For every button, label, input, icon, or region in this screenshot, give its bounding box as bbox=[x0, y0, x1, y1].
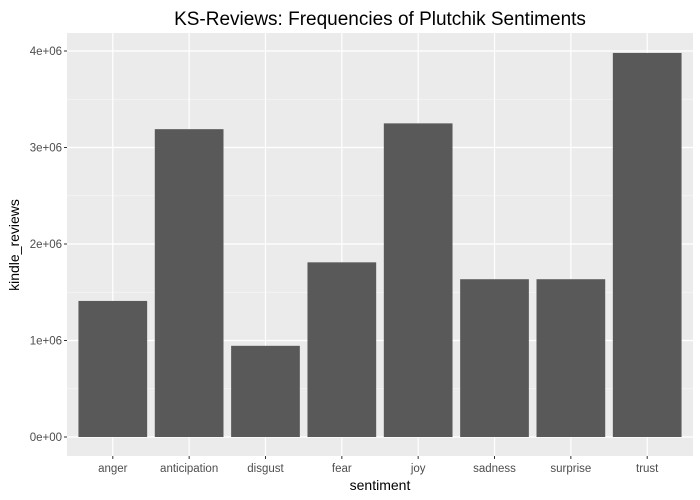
chart-title: KS-Reviews: Frequencies of Plutchik Sent… bbox=[174, 9, 586, 30]
bar-trust bbox=[612, 52, 682, 438]
bar-surprise bbox=[536, 279, 606, 437]
bar-joy bbox=[383, 123, 453, 437]
bars bbox=[78, 52, 682, 438]
bar-disgust bbox=[231, 345, 300, 437]
y-tick-label: 2e+06 bbox=[30, 239, 62, 251]
x-tick-label-sadness: sadness bbox=[473, 463, 516, 475]
x-tick-label-anticipation: anticipation bbox=[160, 463, 218, 475]
bar-anticipation bbox=[154, 129, 224, 438]
y-tick-label: 4e+06 bbox=[30, 46, 62, 58]
bar-sadness bbox=[460, 279, 529, 437]
x-tick-label-joy: joy bbox=[410, 463, 426, 475]
x-tick-label-surprise: surprise bbox=[550, 463, 591, 475]
x-tick-label-fear: fear bbox=[332, 463, 352, 475]
y-axis: 0e+00 1e+06 2e+06 3e+06 4e+06 bbox=[30, 46, 67, 444]
x-axis-title: sentiment bbox=[350, 477, 411, 493]
y-tick-label: 0e+00 bbox=[30, 432, 62, 444]
x-tick-label-disgust: disgust bbox=[247, 463, 284, 475]
y-tick-label: 3e+06 bbox=[30, 143, 62, 155]
bar-anger bbox=[78, 300, 148, 437]
x-axis: anger anticipation disgust fear joy sadness su… bbox=[98, 456, 659, 475]
y-tick-label: 1e+06 bbox=[30, 336, 62, 348]
x-tick-label-trust: trust bbox=[636, 463, 659, 475]
y-axis-title: kindle_reviews bbox=[6, 199, 22, 291]
bar-fear bbox=[307, 262, 377, 437]
x-tick-label-anger: anger bbox=[98, 463, 128, 475]
